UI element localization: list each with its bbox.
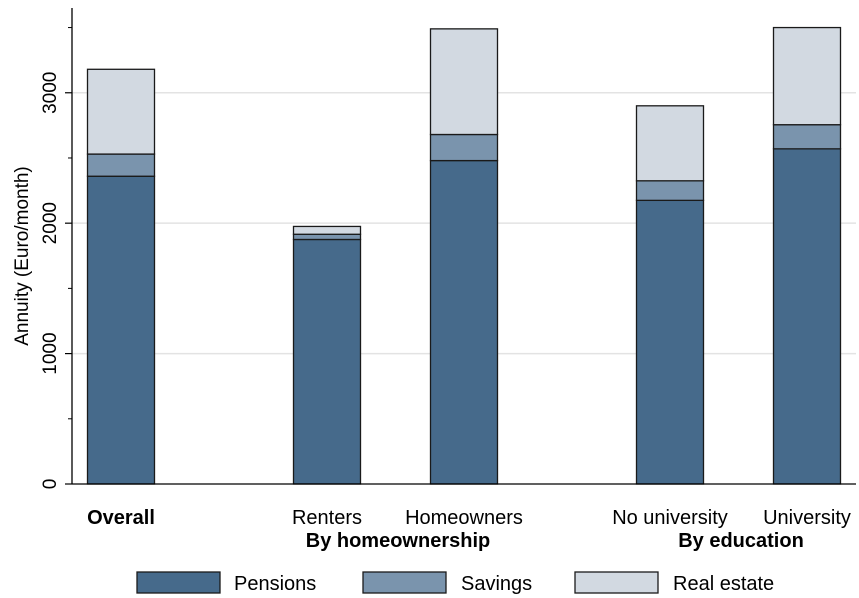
bar-segment-pensions	[772, 148, 842, 485]
bar-segment-savings	[772, 124, 842, 150]
bar-segment-pensions	[86, 175, 156, 485]
y-tick-label: 0	[40, 479, 61, 490]
x-category-label: Overall	[87, 507, 155, 529]
bar-segment-real-estate	[635, 105, 705, 182]
x-group-label: By homeownership	[306, 530, 490, 552]
legend-label: Pensions	[234, 573, 316, 595]
y-axis-title: Annuity (Euro/month)	[12, 166, 33, 346]
legend-layer: Pensions Savings Real estate	[136, 571, 774, 595]
bar-segment-real-estate	[86, 68, 156, 155]
x-category-label: University	[763, 507, 851, 529]
bar-layer	[86, 26, 842, 485]
bar-segment-pensions	[635, 199, 705, 485]
bar-segment-savings	[292, 233, 362, 241]
bar-segment-savings	[429, 133, 499, 162]
legend-swatch	[362, 571, 447, 594]
y-tick-label: 3000	[40, 72, 61, 114]
legend-label: Savings	[461, 573, 532, 595]
label-layer: 0 1000 2000 3000 Annuity (Euro/month) Overall…	[12, 72, 851, 552]
x-category-label: Homeowners	[405, 507, 523, 529]
y-tick-label: 2000	[40, 202, 61, 244]
x-category-label: No university	[612, 507, 728, 529]
bar-segment-real-estate	[772, 26, 842, 126]
bar-segment-real-estate	[429, 28, 499, 136]
bar-segment-savings	[635, 180, 705, 202]
axis-layer	[65, 8, 856, 485]
x-group-label: By education	[678, 530, 804, 552]
legend-swatch	[574, 571, 659, 594]
bar-segment-real-estate	[292, 225, 362, 235]
y-tick-label: 1000	[40, 332, 61, 374]
legend-swatch	[136, 571, 221, 594]
x-category-label: Renters	[292, 507, 362, 529]
bar-segment-pensions	[429, 159, 499, 485]
legend-label: Real estate	[673, 573, 774, 595]
bar-segment-pensions	[292, 238, 362, 485]
bar-segment-savings	[86, 153, 156, 177]
